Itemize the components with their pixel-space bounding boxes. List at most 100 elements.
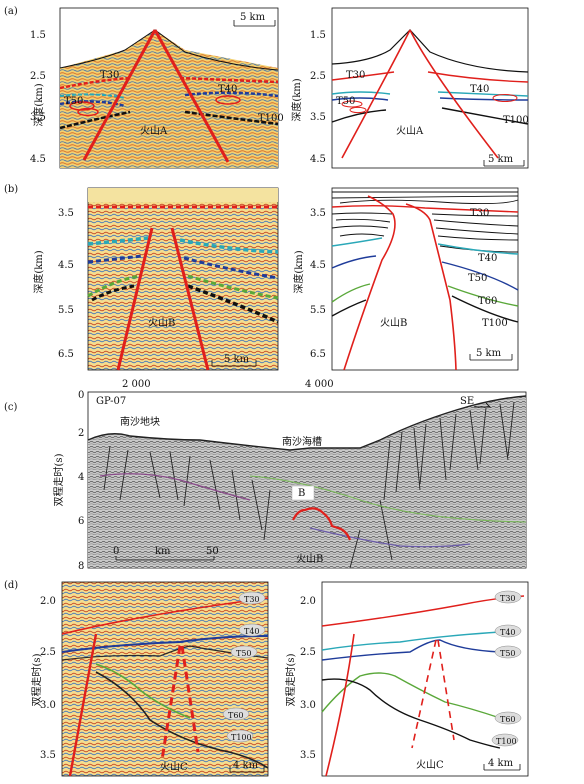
- panel-a-right-t50: T50: [336, 96, 355, 107]
- panel-c-region-left: 南沙地块: [120, 415, 160, 428]
- panel-d-interpretation: 双程走时(s) 2.0 2.5 3.0 3.5 T30 T40 T50 T6: [285, 581, 529, 777]
- panel-b-seismic: 深度(km) 3.5 4.5 5.5 6.5 火山B 5 km: [32, 187, 279, 371]
- arrow-right-icon: [474, 402, 492, 408]
- panel-d-tick-right-2: 2.5: [300, 647, 316, 658]
- panel-d-right-tag-t100: T100: [496, 737, 517, 746]
- panel-a-tick-3: 3.5: [30, 112, 46, 123]
- panel-a-axis-label: 深度(km): [32, 83, 45, 126]
- panel-d-tick-2: 2.5: [40, 647, 56, 658]
- panel-b-right-volcano: 火山B: [380, 317, 407, 329]
- panel-d-horizon-tags: T30 T40 T50 T60 T100: [222, 591, 266, 743]
- panel-c-x-tick-4000: 4 000: [305, 379, 334, 390]
- panel-b-tick-3: 5.5: [58, 305, 74, 316]
- panel-d-seismic: 双程走时(s) 2.0 2.5 3.0 3.5 T30 T40 T50 T6: [31, 581, 269, 777]
- panel-d-tick-right-1: 2.0: [300, 596, 316, 607]
- panel-c-y-tick-8: 8: [78, 561, 84, 572]
- panel-d-right-tag-t40: T40: [500, 628, 516, 637]
- panel-b-axis-label: 深度(km): [32, 250, 45, 293]
- panel-b-axis-label-right: 深度(km): [292, 250, 305, 293]
- panel-a-horizon-t30: T30: [100, 70, 119, 81]
- panel-b-right-t60: T60: [478, 296, 497, 307]
- panel-a-horizon-t100: T100: [258, 113, 284, 124]
- panel-b-tick-4: 6.5: [58, 349, 74, 360]
- panel-a-tick-1: 1.5: [30, 30, 46, 41]
- panel-d-tick-4: 3.5: [40, 750, 56, 761]
- panel-a-interpretation: 深度(km) 1.5 2.5 3.5 4.5 T30 T40 T50 T100 …: [290, 7, 529, 169]
- panel-d-axis-label-right: 双程走时(s): [285, 653, 297, 706]
- panel-b-scale-right: 5 km: [476, 348, 502, 359]
- panel-a-tick-right-2: 2.5: [310, 71, 326, 82]
- panel-b-volcano-label: 火山B: [148, 317, 175, 329]
- panel-a-right-volcano: 火山A: [396, 125, 424, 137]
- panel-b-tick-right-3: 5.5: [310, 305, 326, 316]
- panel-d: (d) 双程走时(s) 2.0 2.5 3.0 3.5 T30 T40 T50: [4, 580, 529, 777]
- panel-c-y-tick-0: 0: [78, 390, 84, 401]
- panel-c-scale-end: 50: [206, 546, 219, 557]
- panel-a-tick-right-4: 4.5: [310, 154, 326, 165]
- panel-b-right-t50: T50: [468, 273, 487, 284]
- panel-d-right-tag-t60: T60: [500, 715, 516, 724]
- panel-c-line-id: GP-07: [96, 396, 126, 407]
- panel-c: (c) 双程走时(s) 0 2 4 6 8 2 000 4 000 B GP-0…: [4, 379, 527, 572]
- panel-a-horizon-t40: T40: [218, 84, 237, 95]
- panel-a-scale-right: 5 km: [488, 154, 514, 165]
- panel-b-tick-right-1: 3.5: [310, 208, 326, 219]
- panel-b-interpretation: 深度(km) 3.5 4.5 5.5 6.5: [292, 187, 519, 371]
- panel-d-label: (d): [4, 580, 18, 591]
- panel-c-y-tick-4: 4: [78, 472, 84, 483]
- panel-a-tick-right-3: 3.5: [310, 112, 326, 123]
- panel-d-right-horizon-tags: T30 T40 T50 T60 T100: [491, 590, 522, 747]
- panel-c-y-tick-2: 2: [78, 428, 84, 439]
- panel-a-tick-right-1: 1.5: [310, 30, 326, 41]
- panel-b: (b) 深度(km) 3.5 4.5 5.5 6.5 火山B 5 km: [4, 184, 519, 371]
- panel-a-horizon-t50: T50: [64, 96, 83, 107]
- panel-b-scale-left: 5 km: [224, 354, 250, 365]
- panel-c-y-tick-6: 6: [78, 516, 84, 527]
- panel-b-right-t100: T100: [482, 318, 508, 329]
- panel-d-tick-1: 2.0: [40, 596, 56, 607]
- panel-d-scale-left: 4 km: [233, 760, 259, 771]
- panel-d-tick-3: 3.0: [40, 700, 56, 711]
- panel-a-tick-2: 2.5: [30, 71, 46, 82]
- panel-a-volcano-label: 火山A: [140, 125, 168, 137]
- panel-a-tick-4: 4.5: [30, 154, 46, 165]
- panel-a-right-t40: T40: [470, 84, 489, 95]
- panel-a-label: (a): [4, 6, 18, 17]
- panel-a-right-t100: T100: [503, 115, 529, 126]
- panel-b-tick-right-2: 4.5: [310, 260, 326, 271]
- panel-c-label: (c): [4, 402, 18, 413]
- panel-c-direction: SE: [460, 396, 474, 407]
- panel-c-box-label: B: [298, 488, 305, 499]
- panel-d-volcano-label: 火山C: [160, 761, 188, 773]
- panel-a-axis-label-right: 深度(km): [290, 78, 303, 121]
- panel-c-x-tick-2000: 2 000: [122, 379, 151, 390]
- panel-d-right-tag-t30: T30: [500, 594, 516, 603]
- panel-c-volcano-label: 火山B: [296, 553, 323, 565]
- panel-d-axis-label: 双程走时(s): [31, 653, 43, 706]
- panel-b-right-t40: T40: [478, 253, 497, 264]
- panel-b-tick-2: 4.5: [58, 260, 74, 271]
- panel-a-seismic: 深度(km) 1.5 2.5 3.5 4.5 T30 T40 T50 T100 …: [30, 7, 284, 169]
- panel-d-tag-t30: T30: [244, 595, 260, 604]
- panel-c-region-trough: 南沙海槽: [282, 435, 322, 448]
- panel-d-tick-right-3: 3.0: [300, 700, 316, 711]
- panel-b-right-t30: T30: [470, 208, 489, 219]
- panel-b-tick-right-4: 6.5: [310, 349, 326, 360]
- panel-a-scale-top: 5 km: [240, 12, 266, 23]
- panel-d-tag-t60: T60: [228, 711, 244, 720]
- panel-d-right-tag-t50: T50: [500, 649, 516, 658]
- panel-c-scale-unit: km: [155, 546, 171, 557]
- panel-a-right-t30: T30: [346, 70, 365, 81]
- panel-b-label: (b): [4, 184, 18, 195]
- panel-d-tag-t50: T50: [236, 649, 252, 658]
- panel-d-tag-t100: T100: [231, 733, 252, 742]
- panel-c-scale-start: 0: [113, 546, 119, 557]
- panel-d-tick-right-4: 3.5: [300, 750, 316, 761]
- panel-c-axis-label: 双程走时(s): [53, 453, 65, 506]
- panel-d-scale-right: 4 km: [488, 758, 514, 769]
- panel-d-right-volcano: 火山C: [416, 759, 444, 771]
- panel-d-tag-t40: T40: [244, 627, 260, 636]
- panel-a: (a) 深度(km) 1.5 2.5 3.5 4.5 T30 T40 T: [4, 6, 529, 169]
- panel-b-tick-1: 3.5: [58, 208, 74, 219]
